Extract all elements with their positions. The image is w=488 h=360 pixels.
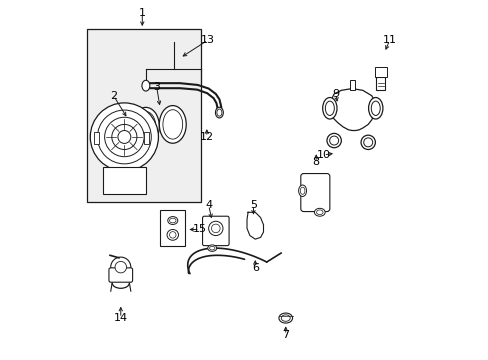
Ellipse shape [298,185,306,197]
Text: 15: 15 [192,225,206,234]
Ellipse shape [370,101,380,116]
Ellipse shape [316,210,323,215]
Circle shape [104,117,144,157]
Ellipse shape [132,107,159,145]
Circle shape [208,221,223,235]
Circle shape [118,131,131,143]
Circle shape [115,261,126,273]
Bar [102,167,145,194]
Ellipse shape [278,313,292,323]
Text: 1: 1 [139,8,145,18]
Polygon shape [330,89,375,131]
Bar [349,80,354,90]
Bar [86,30,201,202]
Polygon shape [246,212,263,239]
Ellipse shape [163,110,182,139]
Ellipse shape [207,245,216,251]
Text: 2: 2 [110,91,117,101]
Ellipse shape [209,246,214,250]
Circle shape [97,110,151,164]
FancyBboxPatch shape [109,268,132,282]
Bar [144,132,149,144]
Text: 7: 7 [282,330,289,340]
FancyBboxPatch shape [202,216,228,246]
Text: 3: 3 [153,82,160,92]
Ellipse shape [136,112,155,141]
Text: 10: 10 [316,150,330,160]
Ellipse shape [360,135,375,149]
Ellipse shape [217,109,222,116]
Text: 4: 4 [204,200,212,210]
Text: 5: 5 [249,200,256,210]
Ellipse shape [363,138,372,147]
Text: 8: 8 [312,157,319,167]
Bar [374,67,386,77]
FancyBboxPatch shape [300,174,329,212]
Ellipse shape [167,229,178,240]
Ellipse shape [142,80,149,91]
Ellipse shape [215,107,223,118]
Ellipse shape [167,217,178,225]
Ellipse shape [281,315,290,321]
Circle shape [112,125,137,149]
Bar [160,211,185,246]
Ellipse shape [322,98,336,119]
Bar [94,132,99,144]
Ellipse shape [326,134,341,148]
Circle shape [211,224,220,233]
Text: 12: 12 [200,132,213,142]
Text: 13: 13 [201,35,215,45]
Text: 11: 11 [382,35,396,45]
Ellipse shape [300,187,305,194]
Ellipse shape [325,101,334,116]
Text: 14: 14 [114,313,127,323]
Text: 6: 6 [251,263,258,273]
Ellipse shape [314,208,325,216]
Ellipse shape [159,105,186,143]
Circle shape [90,103,158,171]
Bar [376,77,384,90]
Ellipse shape [368,98,382,119]
Circle shape [110,257,131,277]
Ellipse shape [169,218,176,223]
Ellipse shape [329,136,338,145]
Text: 9: 9 [332,89,339,99]
Ellipse shape [169,231,176,238]
